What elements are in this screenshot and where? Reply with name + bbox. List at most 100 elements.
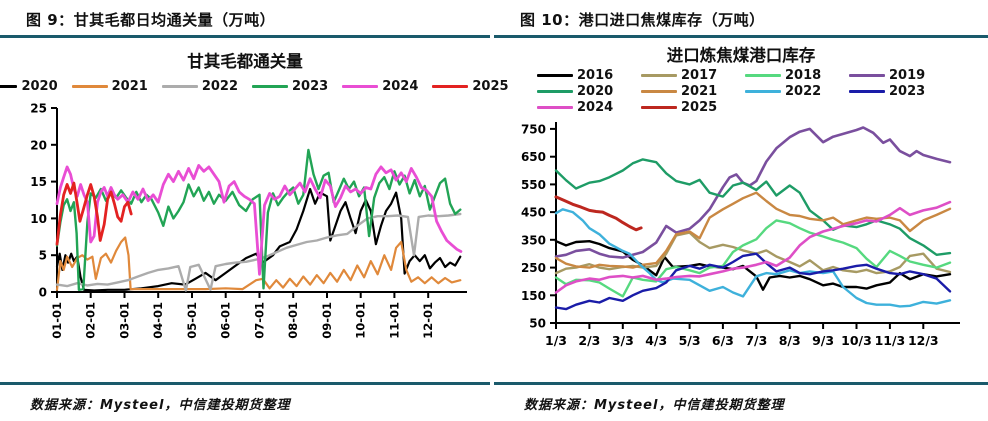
legend-label-2019: 2019 <box>889 68 926 83</box>
right-source-note: 数据来源：Mysteel，中信建投期货整理 <box>524 398 785 413</box>
x-tick-label: 11-01 <box>387 302 401 339</box>
legend-item-2025: 2025 <box>432 79 509 94</box>
legend-swatch-2021 <box>641 89 677 94</box>
x-tick-label: 7/3 <box>745 333 767 348</box>
x-tick-label: 12-01 <box>421 302 435 339</box>
legend-item-2022: 2022 <box>161 79 238 94</box>
legend-item-2017: 2017 <box>641 68 737 83</box>
legend-swatch-2025 <box>432 84 469 89</box>
x-tick-label: 07-01 <box>253 302 267 339</box>
legend-label-2021: 2021 <box>681 84 718 99</box>
legend-label-2022: 2022 <box>785 84 822 99</box>
y-tick-label: 350 <box>521 233 546 247</box>
left-chart-legend: 2020 2021 2022 2023 2024 2025 <box>0 79 509 94</box>
legend-swatch-2020 <box>0 84 18 89</box>
left-source-note: 数据来源：Mysteel，中信建投期货整理 <box>30 398 291 413</box>
series-line-2021 <box>55 236 462 291</box>
x-tick-label: 04-01 <box>151 302 165 339</box>
legend-item-2023: 2023 <box>252 79 328 94</box>
x-tick-label: 10/3 <box>841 333 872 348</box>
legend-swatch-2020 <box>537 89 573 94</box>
x-tick-label: 8/3 <box>779 333 801 348</box>
legend-label-2025: 2025 <box>681 100 718 115</box>
legend-label-2020: 2020 <box>577 84 614 99</box>
series-line-2025 <box>554 195 643 232</box>
legend-item-2023: 2023 <box>849 84 945 99</box>
figure-10-panel: 图 10：港口进口焦煤库存（万吨） 进口炼焦煤港口库存 2016 2017 2018… <box>494 0 988 421</box>
legend-item-2018: 2018 <box>745 68 841 83</box>
x-tick-label: 06-01 <box>219 302 233 339</box>
legend-item-2025: 2025 <box>641 100 737 115</box>
x-tick-label: 05-01 <box>185 302 199 339</box>
figure-10-header: 图 10：港口进口焦煤库存（万吨） <box>520 11 765 29</box>
left-chart-wrap: 0 5 10 15 20 25 01-01 02-01 03-01 04-01 05-01 06-01… <box>0 96 490 346</box>
legend-label-2016: 2016 <box>577 68 614 83</box>
legend-label-2024: 2024 <box>382 79 419 94</box>
legend-swatch-2018 <box>745 73 781 78</box>
x-tick-label: 02-01 <box>84 302 98 339</box>
y-tick-label: 10 <box>30 212 47 226</box>
figure-9-panel: 图 9：甘其毛都日均通关量（万吨） 甘其毛都通关量 2020 2021 2022 20… <box>0 11 509 421</box>
series-line-2020 <box>55 187 462 292</box>
legend-swatch-2025 <box>641 105 677 110</box>
left-footer: 数据来源：Mysteel，中信建投期货整理 <box>0 382 490 421</box>
legend-swatch-2024 <box>342 84 379 89</box>
legend-item-2024: 2024 <box>537 100 633 115</box>
x-tick-label: 01-01 <box>50 302 64 339</box>
x-tick-label: 11/3 <box>875 333 906 348</box>
legend-swatch-2023 <box>849 89 885 94</box>
legend-swatch-2017 <box>641 73 677 78</box>
tongguan-line-chart: 0 5 10 15 20 25 01-01 02-01 03-01 04-01 05-01 06-01… <box>30 102 467 339</box>
left-chart-title: 甘其毛都通关量 <box>187 52 303 71</box>
legend-item-2016: 2016 <box>537 68 633 83</box>
x-tick-label: 03-01 <box>118 302 132 339</box>
y-tick-label: 0 <box>39 286 47 300</box>
legend-swatch-2022 <box>161 84 198 89</box>
x-tick-label: 08-01 <box>286 302 300 339</box>
legend-label-2020: 2020 <box>21 79 58 94</box>
legend-item-2021: 2021 <box>641 84 737 99</box>
y-tick-label: 50 <box>529 317 546 331</box>
series-line-2022 <box>55 212 462 292</box>
series-line-2018 <box>554 219 952 298</box>
header-rule <box>494 35 988 38</box>
x-tick-label: 4/3 <box>645 333 667 348</box>
x-tick-label: 2/3 <box>578 333 600 348</box>
x-tick-label: 9/3 <box>812 333 834 348</box>
y-tick-label: 750 <box>521 122 546 136</box>
y-tick-label: 650 <box>521 150 546 164</box>
legend-swatch-2016 <box>537 73 573 78</box>
legend-label-2023: 2023 <box>889 84 926 99</box>
legend-item-2019: 2019 <box>849 68 945 83</box>
figure-9-header: 图 9：甘其毛都日均通关量（万吨） <box>26 11 276 29</box>
legend-label-2024: 2024 <box>577 100 614 115</box>
header-rule <box>0 35 490 38</box>
series-line-2024 <box>554 200 952 294</box>
x-tick-label: 5/3 <box>679 333 701 348</box>
x-tick-label: 12/3 <box>908 333 939 348</box>
legend-swatch-2021 <box>71 84 108 89</box>
footer-rule <box>494 382 988 385</box>
series-line-2022 <box>554 208 952 308</box>
legend-label-2025: 2025 <box>472 79 509 94</box>
port-inventory-line-chart: 50 150 250 350 450 550 650 750 1/3 2/3 3/3 4/3 5/3 6/… <box>521 122 960 348</box>
legend-swatch-2019 <box>849 73 885 78</box>
legend-label-2022: 2022 <box>201 79 238 94</box>
x-tick-label: 6/3 <box>712 333 734 348</box>
series-line-2025 <box>55 181 133 246</box>
y-tick-label: 5 <box>39 249 47 263</box>
y-tick-label: 450 <box>521 206 546 220</box>
y-tick-label: 550 <box>521 178 546 192</box>
legend-swatch-2023 <box>252 84 288 89</box>
y-tick-label: 20 <box>30 138 47 152</box>
legend-item-2024: 2024 <box>342 79 418 94</box>
right-chart-legend: 2016 2017 2018 2019 2020 2021 2022 2023 2024 2025 <box>537 68 945 115</box>
x-tick-label: 09-01 <box>320 302 334 339</box>
legend-item-2020: 2020 <box>0 79 58 94</box>
y-tick-label: 25 <box>30 102 47 116</box>
x-tick-label: 3/3 <box>612 333 634 348</box>
series-line-2019 <box>554 126 952 259</box>
series-line-2023 <box>554 252 952 311</box>
series-line-2024 <box>55 164 463 276</box>
